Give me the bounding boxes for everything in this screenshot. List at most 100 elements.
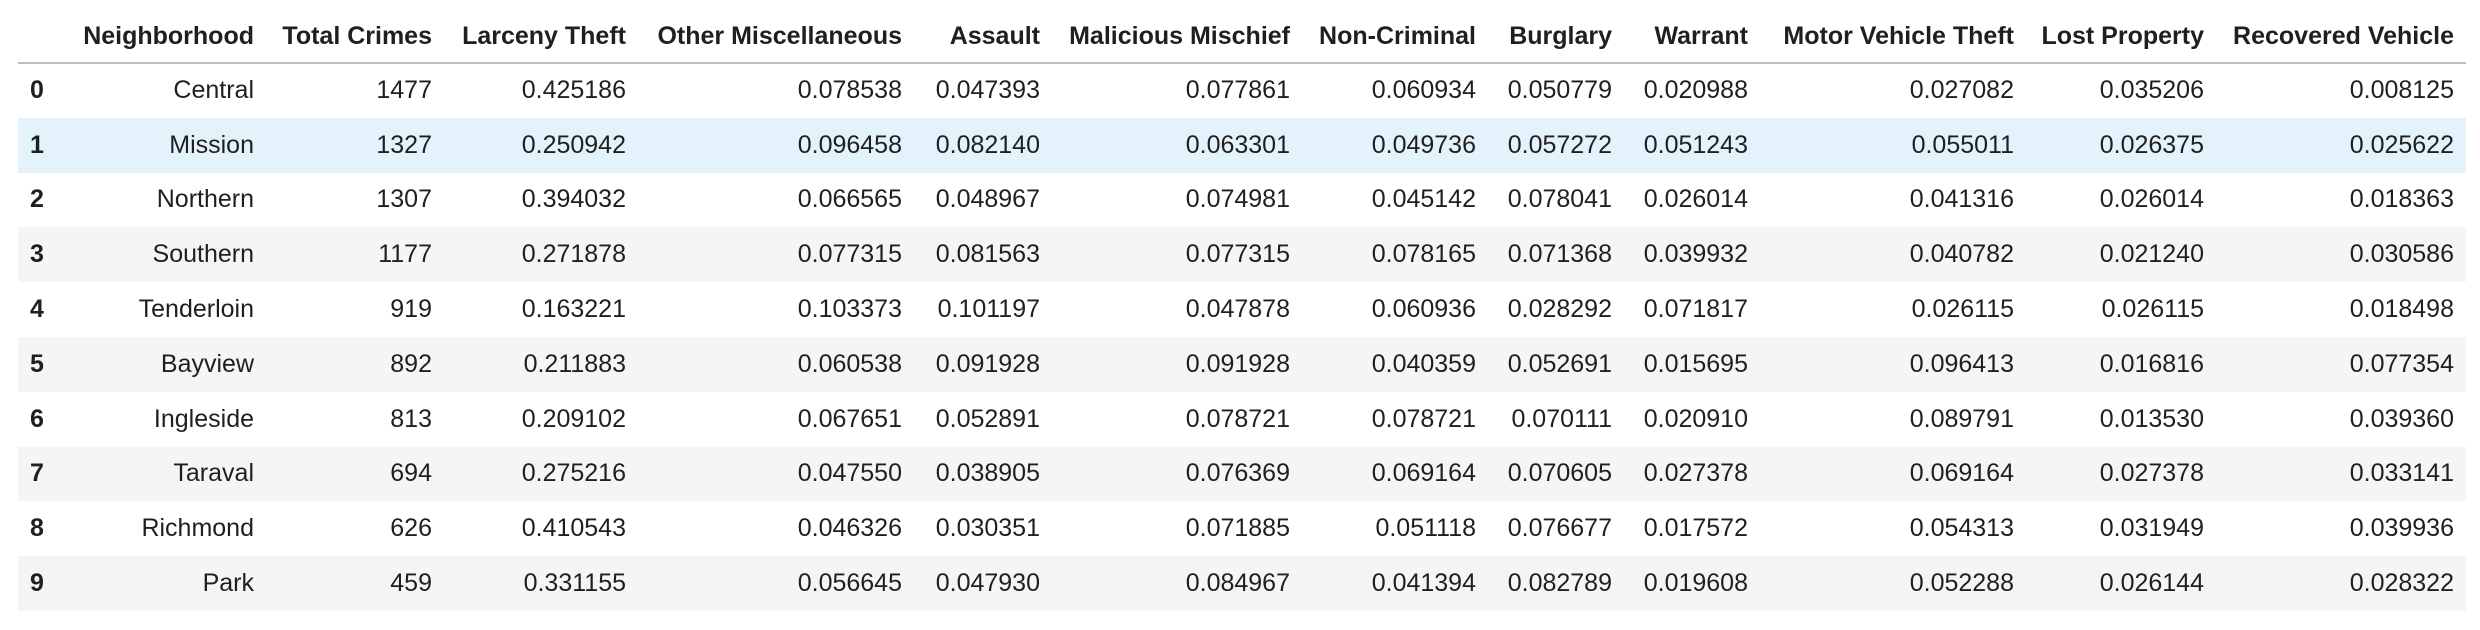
table-cell: 0.051243 xyxy=(1643,130,1748,159)
table-cell: 0.030351 xyxy=(935,514,1040,543)
row-index: 1 xyxy=(30,130,44,159)
table-cell: Ingleside xyxy=(153,404,254,433)
table-cell: 0.070111 xyxy=(1511,404,1612,433)
table-cell: 0.047878 xyxy=(1185,295,1290,324)
column-header: Recovered Vehicle xyxy=(2216,10,2466,64)
table-cell: 0.049736 xyxy=(1371,130,1476,159)
table-cell: 0.026375 xyxy=(2099,130,2204,159)
dataframe-container: Neighborhood Total Crimes Larceny Theft Oth… xyxy=(18,10,2466,611)
column-header: Lost Property xyxy=(2026,10,2216,64)
table-cell: 0.055011 xyxy=(1911,130,2014,159)
table-cell: 0.103373 xyxy=(797,295,902,324)
table-cell: 0.052691 xyxy=(1507,349,1612,378)
table-cell: 0.028322 xyxy=(2349,569,2454,598)
table-cell: 1327 xyxy=(376,130,432,159)
table-cell: 0.071817 xyxy=(1643,295,1748,324)
column-header: Other Miscellaneous xyxy=(638,10,914,64)
table-cell: 0.056645 xyxy=(797,569,902,598)
table-cell: 0.047393 xyxy=(935,76,1040,105)
row-index: 9 xyxy=(30,569,44,598)
table-cell: 0.027378 xyxy=(2099,459,2204,488)
table-cell: 0.060538 xyxy=(797,349,902,378)
table-cell: 0.077354 xyxy=(2349,349,2454,378)
row-index: 6 xyxy=(30,404,44,433)
table-row: 4 Tenderloin 919 0.163221 0.103373 0.101197 0.… xyxy=(18,282,2466,337)
table-cell: Bayview xyxy=(160,349,254,378)
column-header: Warrant xyxy=(1624,10,1760,64)
table-header: Neighborhood Total Crimes Larceny Theft Oth… xyxy=(18,10,2466,64)
table-cell: 0.047550 xyxy=(797,459,902,488)
table-cell: 0.066565 xyxy=(797,185,902,214)
table-cell: 0.026144 xyxy=(2099,569,2204,598)
column-header: Neighborhood xyxy=(62,10,266,64)
table-row: 2 Northern 1307 0.394032 0.066565 0.048967 0.0… xyxy=(18,173,2466,228)
table-cell: 892 xyxy=(390,349,432,378)
table-cell: 0.047930 xyxy=(935,569,1040,598)
table-cell: 0.008125 xyxy=(2349,76,2454,105)
row-index: 2 xyxy=(30,185,44,214)
column-header: Motor Vehicle Theft xyxy=(1760,10,2026,64)
table-cell: 0.091928 xyxy=(1185,349,1290,378)
row-index: 0 xyxy=(30,76,44,105)
table-cell: 0.039932 xyxy=(1643,240,1748,269)
table-cell: 0.041316 xyxy=(1909,185,2014,214)
row-index: 7 xyxy=(30,459,44,488)
table-row: 6 Ingleside 813 0.209102 0.067651 0.052891 0.0… xyxy=(18,392,2466,447)
table-cell: 0.060936 xyxy=(1371,295,1476,324)
table-cell: 0.033141 xyxy=(2349,459,2454,488)
table-cell: 0.081563 xyxy=(935,240,1040,269)
dataframe-table: Neighborhood Total Crimes Larceny Theft Oth… xyxy=(18,10,2466,611)
row-index: 4 xyxy=(30,295,44,324)
table-cell: 0.096458 xyxy=(797,130,902,159)
table-cell: 0.027378 xyxy=(1643,459,1748,488)
table-cell: 0.082789 xyxy=(1507,569,1612,598)
table-cell: 0.069164 xyxy=(1371,459,1476,488)
table-cell: 0.013530 xyxy=(2099,404,2204,433)
table-cell: 0.275216 xyxy=(521,459,626,488)
table-cell: 0.074981 xyxy=(1185,185,1290,214)
table-cell: 0.039360 xyxy=(2349,404,2454,433)
table-cell: 0.052891 xyxy=(935,404,1040,433)
table-cell: 0.054313 xyxy=(1909,514,2014,543)
table-cell: 0.028292 xyxy=(1507,295,1612,324)
table-cell: 0.071885 xyxy=(1185,514,1290,543)
table-cell: 0.060934 xyxy=(1371,76,1476,105)
table-cell: 0.026115 xyxy=(2101,295,2204,324)
table-cell: 0.067651 xyxy=(797,404,902,433)
column-header: Non-Criminal xyxy=(1302,10,1488,64)
table-cell: 0.016816 xyxy=(2099,349,2204,378)
table-cell: 694 xyxy=(390,459,432,488)
table-cell: 0.084967 xyxy=(1185,569,1290,598)
table-cell: 0.077315 xyxy=(797,240,902,269)
table-row: 9 Park 459 0.331155 0.056645 0.047930 0.084967… xyxy=(18,556,2466,611)
table-cell: 0.026014 xyxy=(2099,185,2204,214)
table-cell: 0.089791 xyxy=(1909,404,2014,433)
column-header: Total Crimes xyxy=(266,10,444,64)
table-row: 7 Taraval 694 0.275216 0.047550 0.038905 0.076… xyxy=(18,446,2466,502)
table-cell: 0.057272 xyxy=(1507,130,1612,159)
table-cell: 0.078721 xyxy=(1185,404,1290,433)
row-index: 8 xyxy=(30,514,44,543)
table-cell: 0.048967 xyxy=(935,185,1040,214)
table-cell: 813 xyxy=(390,404,432,433)
table-cell: 0.250942 xyxy=(521,130,626,159)
table-cell: 0.211883 xyxy=(523,349,626,378)
table-cell: 1177 xyxy=(378,240,432,269)
table-cell: 0.076677 xyxy=(1507,514,1612,543)
table-cell: 459 xyxy=(390,569,432,598)
table-cell: 0.040359 xyxy=(1371,349,1476,378)
table-cell: Central xyxy=(173,76,254,105)
table-cell: 0.041394 xyxy=(1371,569,1476,598)
table-body: 0 Central 1477 0.425186 0.078538 0.047393 0.07… xyxy=(18,63,2466,611)
table-row: 3 Southern 1177 0.271878 0.077315 0.081563 0.0… xyxy=(18,227,2466,283)
table-cell: Richmond xyxy=(141,514,254,543)
column-header: Malicious Mischief xyxy=(1052,10,1302,64)
table-cell: 0.082140 xyxy=(935,130,1040,159)
table-cell: 0.078165 xyxy=(1371,240,1476,269)
row-index: 5 xyxy=(30,349,44,378)
table-cell: 0.077861 xyxy=(1185,76,1290,105)
table-row: 8 Richmond 626 0.410543 0.046326 0.030351 0.07… xyxy=(18,501,2466,556)
table-cell: 0.410543 xyxy=(521,514,626,543)
table-cell: 0.096413 xyxy=(1909,349,2014,378)
table-cell: 0.018498 xyxy=(2349,295,2454,324)
